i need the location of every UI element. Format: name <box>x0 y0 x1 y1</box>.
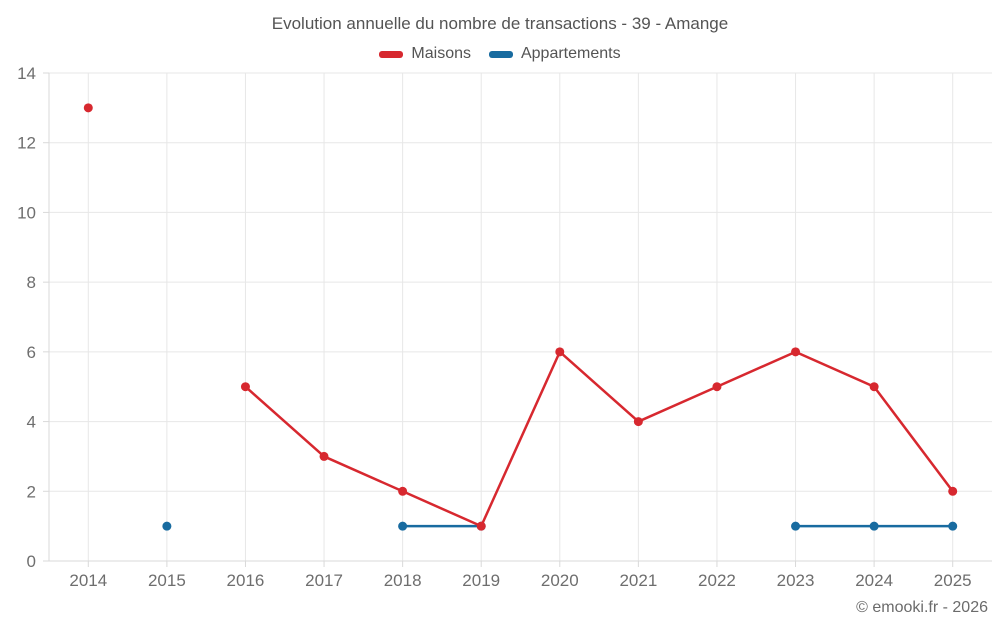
data-point-maisons-2021[interactable] <box>633 417 643 427</box>
y-tick-label: 8 <box>27 273 36 292</box>
legend-label-appartements: Appartements <box>520 45 621 62</box>
x-tick-label: 2023 <box>777 571 815 590</box>
x-tick-label: 2014 <box>69 571 107 590</box>
data-point-maisons-2020[interactable] <box>555 347 565 357</box>
chart-legend: Maisons Appartements <box>0 45 1000 63</box>
x-tick-label: 2020 <box>541 571 579 590</box>
y-tick-label: 4 <box>27 413 36 432</box>
x-tick-label: 2019 <box>462 571 500 590</box>
x-tick-label: 2016 <box>227 571 265 590</box>
series-line-maisons <box>244 350 954 528</box>
chart-title: Evolution annuelle du nombre de transact… <box>271 14 729 33</box>
y-tick-label: 2 <box>27 482 36 501</box>
data-point-maisons-2017[interactable] <box>319 451 329 461</box>
data-point-maisons-2019[interactable] <box>476 521 486 531</box>
x-tick-label: 2025 <box>934 571 972 590</box>
data-point-maisons-2023[interactable] <box>791 347 801 357</box>
y-tick-label: 14 <box>17 64 36 83</box>
legend-swatch-maisons-icon <box>379 50 404 58</box>
data-point-appartements-2025[interactable] <box>948 521 958 531</box>
legend-label-maisons: Maisons <box>411 45 471 62</box>
copyright-text: © emooki.fr - 2026 <box>856 599 988 616</box>
legend-item-appartements[interactable]: Appartements <box>488 45 621 63</box>
data-point-maisons-2025[interactable] <box>948 486 958 496</box>
data-point-appartements-2015[interactable] <box>162 521 172 531</box>
data-point-appartements-2024[interactable] <box>869 521 879 531</box>
x-tick-label: 2017 <box>305 571 343 590</box>
legend-item-maisons[interactable]: Maisons <box>379 45 471 63</box>
data-point-maisons-2022[interactable] <box>712 382 722 392</box>
data-point-maisons-2024[interactable] <box>869 382 879 392</box>
x-tick-label: 2021 <box>619 571 657 590</box>
y-tick-label: 0 <box>27 552 36 571</box>
data-point-maisons-2018[interactable] <box>398 486 408 496</box>
data-point-maisons-2016[interactable] <box>240 382 250 392</box>
x-tick-label: 2022 <box>698 571 736 590</box>
data-point-appartements-2023[interactable] <box>791 521 801 531</box>
y-tick-label: 12 <box>17 134 36 153</box>
data-point-maisons-2014[interactable] <box>83 103 93 113</box>
legend-swatch-appartements-icon <box>488 50 513 58</box>
y-tick-label: 10 <box>17 203 36 222</box>
x-tick-label: 2018 <box>384 571 422 590</box>
data-point-appartements-2018[interactable] <box>398 521 408 531</box>
x-tick-label: 2015 <box>148 571 186 590</box>
y-tick-label: 6 <box>27 343 36 362</box>
x-tick-label: 2024 <box>855 571 893 590</box>
